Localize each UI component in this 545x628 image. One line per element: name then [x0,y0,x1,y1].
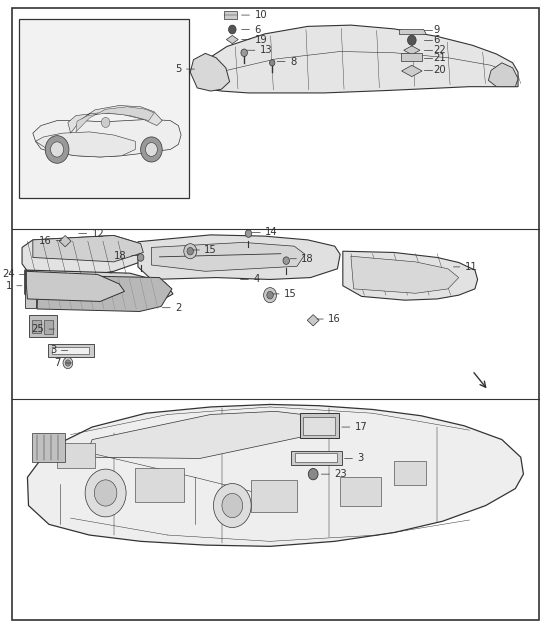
Polygon shape [307,315,319,326]
Circle shape [283,257,289,264]
Circle shape [65,360,70,366]
Polygon shape [33,236,143,262]
Circle shape [45,136,69,163]
Text: 15: 15 [204,245,217,255]
Polygon shape [33,119,181,157]
Circle shape [228,25,236,34]
Polygon shape [404,46,420,55]
Text: 24: 24 [2,269,15,279]
Polygon shape [22,236,143,278]
Polygon shape [25,270,35,308]
Polygon shape [59,236,71,247]
Bar [44,320,53,334]
Bar [52,347,89,354]
Circle shape [101,117,110,127]
Polygon shape [152,242,305,271]
Bar [340,477,380,506]
Circle shape [264,288,276,303]
Polygon shape [200,25,518,93]
Polygon shape [25,270,173,309]
Text: 1: 1 [5,281,12,291]
Circle shape [267,291,273,299]
Text: 11: 11 [465,262,477,272]
Text: 4: 4 [253,274,259,284]
Bar [135,468,184,502]
Polygon shape [35,132,135,157]
Polygon shape [86,411,324,458]
Circle shape [141,137,162,162]
Polygon shape [488,63,518,87]
Circle shape [245,230,252,237]
Bar [28,315,57,337]
Circle shape [187,247,193,255]
Circle shape [214,484,251,528]
Polygon shape [402,65,422,77]
Bar [19,19,189,198]
Text: 15: 15 [284,289,297,299]
Bar [251,480,297,512]
Text: 13: 13 [260,45,272,55]
Bar [48,344,94,357]
Bar [300,413,338,438]
Text: 19: 19 [255,35,267,45]
Bar [223,11,237,19]
Circle shape [308,468,318,480]
Circle shape [94,480,117,506]
Polygon shape [138,235,340,279]
Text: 17: 17 [355,422,367,432]
Text: 6: 6 [433,35,440,45]
Text: 18: 18 [301,254,314,264]
Text: 16: 16 [38,236,51,246]
Bar [290,451,342,465]
Bar [32,433,65,462]
Text: 7: 7 [54,358,61,368]
Text: 16: 16 [328,314,341,324]
Polygon shape [226,35,238,43]
Circle shape [63,357,72,369]
Circle shape [146,143,158,156]
Polygon shape [76,107,154,132]
Text: 2: 2 [175,303,181,313]
Polygon shape [27,404,523,546]
Polygon shape [190,53,229,91]
Text: 8: 8 [290,57,296,67]
Text: 22: 22 [433,45,446,55]
Text: 18: 18 [114,251,126,261]
Text: 23: 23 [334,469,347,479]
Bar [295,453,337,462]
Text: 12: 12 [92,229,104,239]
Text: 5: 5 [175,64,181,74]
Circle shape [184,244,197,259]
Circle shape [270,60,275,66]
Circle shape [241,49,247,57]
Text: 10: 10 [255,10,267,20]
Text: 3: 3 [50,345,57,355]
Polygon shape [343,251,477,300]
Bar [304,417,335,435]
Circle shape [137,254,144,261]
Circle shape [85,469,126,517]
Text: 14: 14 [265,227,278,237]
Text: 3: 3 [358,453,364,463]
Polygon shape [351,256,459,293]
Polygon shape [26,271,124,301]
Text: 21: 21 [433,53,446,63]
Polygon shape [68,106,162,133]
Circle shape [51,142,64,157]
Polygon shape [399,30,426,35]
Bar [32,320,41,333]
Bar [57,443,95,468]
Text: 20: 20 [433,65,446,75]
Polygon shape [37,275,172,311]
Circle shape [408,35,416,45]
Text: 6: 6 [255,24,261,35]
Text: 25: 25 [32,324,44,334]
Bar [394,461,426,485]
Circle shape [222,494,243,517]
Text: 9: 9 [433,24,440,35]
Bar [401,53,422,61]
